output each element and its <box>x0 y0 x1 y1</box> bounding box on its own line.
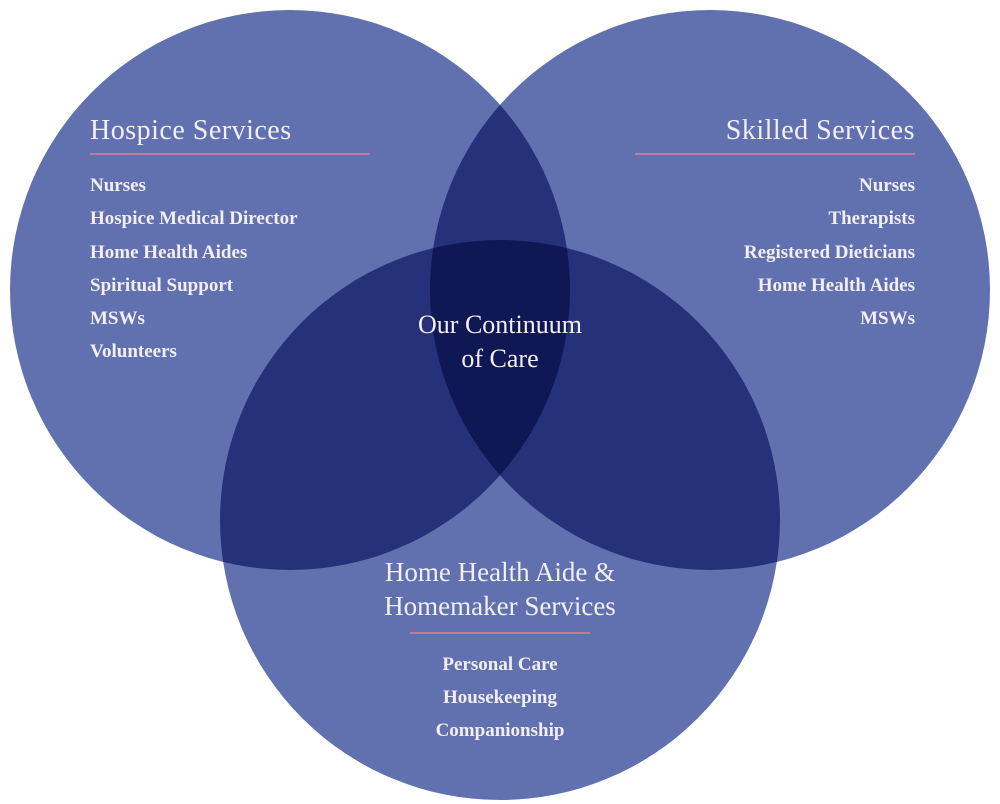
set-item: Volunteers <box>90 335 370 368</box>
center-label: Our Continuum of Care <box>373 308 627 376</box>
set-underline-bottom <box>410 632 590 634</box>
set-item: MSWs <box>635 302 915 335</box>
set-bottom: Home Health Aide & Homemaker Services Per… <box>330 556 670 747</box>
set-item: Hospice Medical Director <box>90 202 370 235</box>
set-left: Hospice Services NursesHospice Medical Di… <box>90 115 370 369</box>
set-item: Therapists <box>635 202 915 235</box>
set-item: Spiritual Support <box>90 269 370 302</box>
set-title-bottom: Home Health Aide & Homemaker Services <box>330 556 670 624</box>
set-item: Housekeeping <box>330 681 670 714</box>
set-item: Companionship <box>330 714 670 747</box>
set-right: Skilled Services NursesTherapistsRegister… <box>635 115 915 335</box>
set-title-left: Hospice Services <box>90 115 370 147</box>
venn-diagram: Hospice ServicesNursesHospice Medical Di… <box>0 0 1000 804</box>
set-items-left: NursesHospice Medical DirectorHome Healt… <box>90 169 370 369</box>
set-item: Registered Dieticians <box>635 236 915 269</box>
set-item: Home Health Aides <box>635 269 915 302</box>
set-item: Nurses <box>635 169 915 202</box>
set-item: Personal Care <box>330 648 670 681</box>
set-item: Home Health Aides <box>90 236 370 269</box>
set-underline-left <box>90 153 370 155</box>
set-title-right: Skilled Services <box>635 115 915 147</box>
set-underline-right <box>635 153 915 155</box>
set-item: MSWs <box>90 302 370 335</box>
set-items-right: NursesTherapistsRegistered DieticiansHom… <box>635 169 915 335</box>
set-item: Nurses <box>90 169 370 202</box>
set-items-bottom: Personal CareHousekeepingCompanionship <box>330 648 670 748</box>
